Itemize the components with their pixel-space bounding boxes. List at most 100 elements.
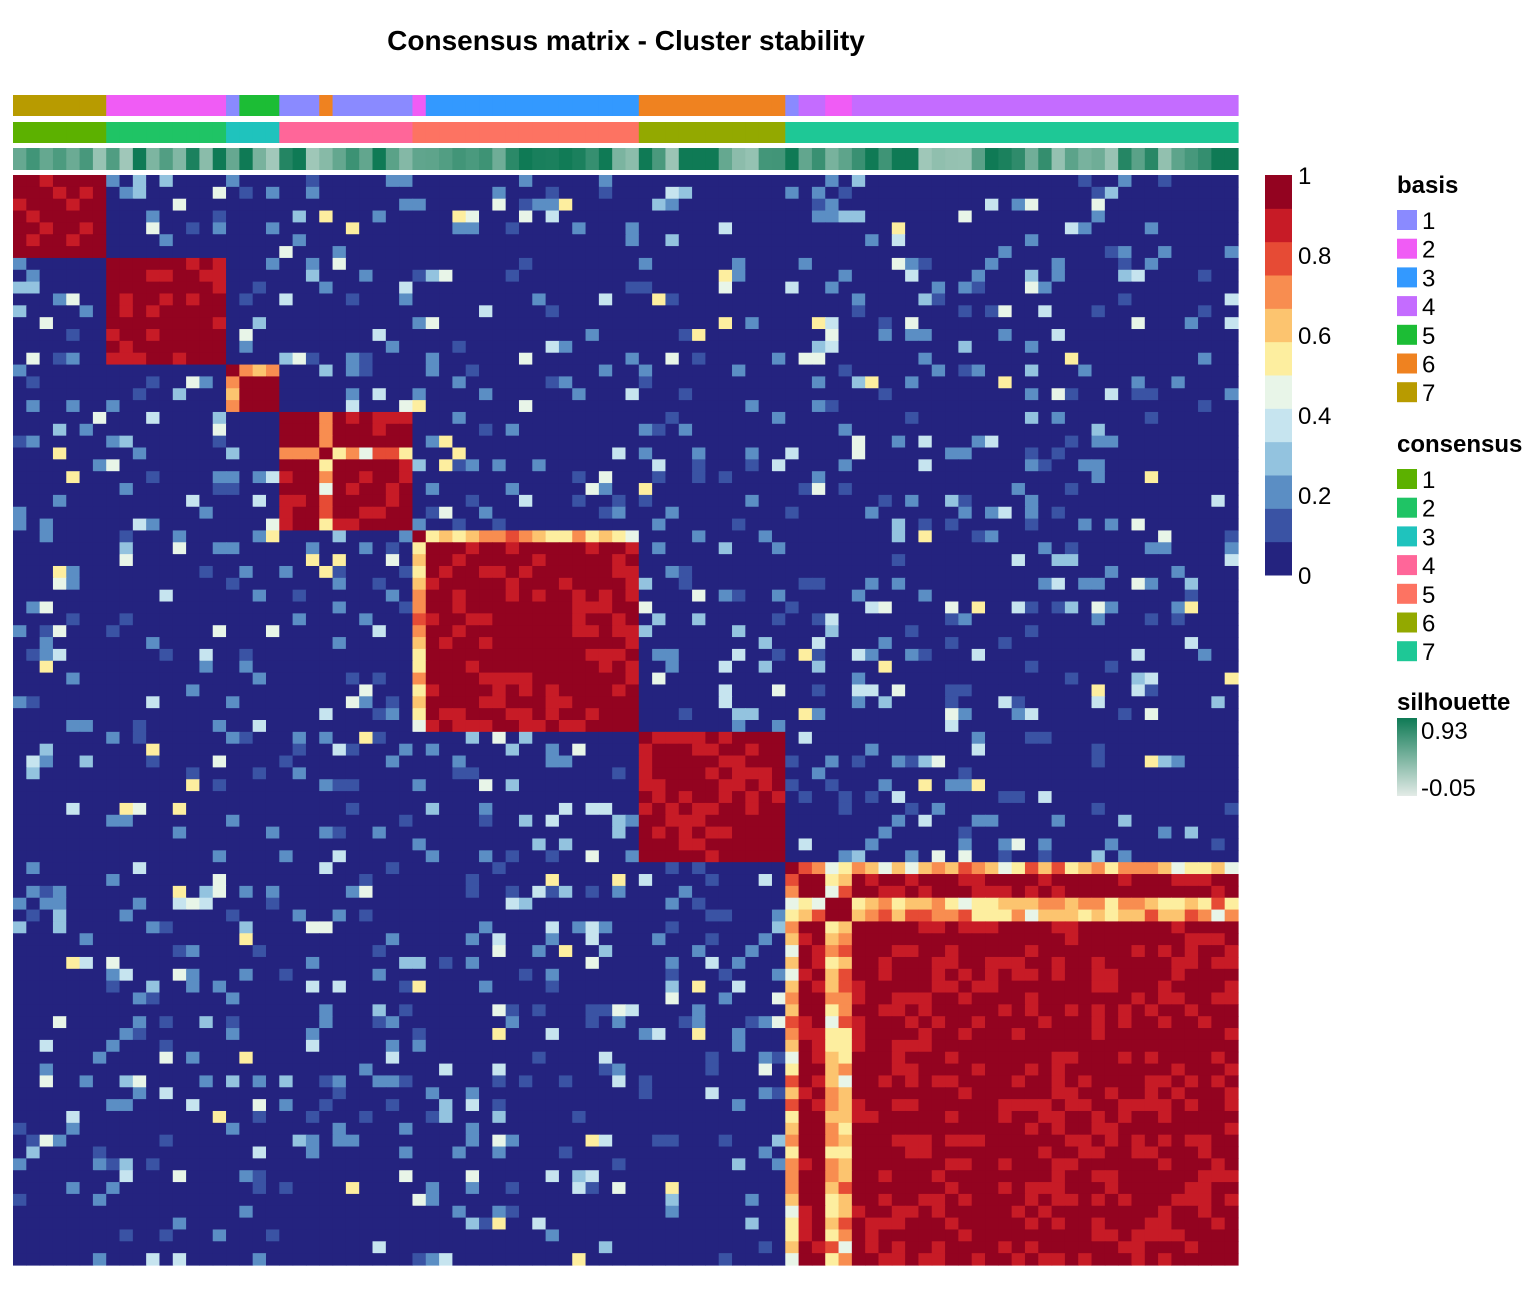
heatmap-cell [479, 625, 493, 638]
heatmap-cell [1158, 720, 1173, 733]
silhouette-annotation-cell [26, 148, 41, 170]
heatmap-cell [372, 269, 387, 283]
heatmap-cell [52, 577, 67, 591]
consensus-annotation-cell [39, 122, 54, 143]
heatmap-cell [1091, 293, 1106, 306]
heatmap-cell [758, 459, 773, 472]
heatmap-cell [39, 684, 54, 697]
heatmap-cell [425, 198, 440, 212]
heatmap-cell [718, 317, 733, 330]
heatmap-cell [545, 329, 560, 342]
heatmap-cell [479, 447, 493, 460]
heatmap-cell [905, 696, 920, 709]
heatmap-cell [66, 222, 81, 235]
heatmap-cell [1064, 352, 1079, 366]
heatmap-cell [66, 471, 81, 484]
heatmap-cell [239, 660, 254, 674]
heatmap-cell [692, 577, 706, 591]
heatmap-cell [705, 601, 720, 614]
heatmap-cell [159, 411, 174, 425]
heatmap-cell [891, 625, 906, 638]
heatmap-cell [532, 293, 547, 306]
heatmap-cell [265, 755, 280, 768]
heatmap-cell [412, 530, 427, 543]
heatmap-cell [425, 708, 440, 721]
heatmap-cell [518, 186, 533, 200]
heatmap-cell [1211, 175, 1226, 188]
heatmap-cell [865, 447, 880, 460]
heatmap-cell [186, 625, 201, 638]
heatmap-cell [332, 755, 347, 768]
heatmap-cell [132, 565, 147, 579]
silhouette-annotation-cell [1224, 148, 1239, 170]
heatmap-cell [865, 542, 880, 555]
basis-annotation-cell [319, 95, 334, 116]
heatmap-cell [785, 317, 800, 330]
heatmap-cell [159, 447, 174, 460]
heatmap-cell [385, 637, 400, 650]
heatmap-cell [585, 281, 600, 295]
heatmap-cell [1131, 696, 1146, 709]
heatmap-cell [652, 340, 667, 354]
heatmap-cell [1011, 352, 1026, 366]
consensus-annotation-cell [758, 122, 773, 143]
heatmap-cell [1144, 494, 1159, 508]
heatmap-cell [119, 530, 134, 543]
heatmap-cell [652, 175, 667, 188]
heatmap-cell [1131, 613, 1146, 626]
heatmap-cell [1198, 447, 1212, 460]
heatmap-cell [545, 506, 560, 520]
heatmap-cell [998, 542, 1013, 555]
heatmap-cell [572, 447, 587, 460]
heatmap-cell [572, 471, 587, 484]
heatmap-cell [638, 483, 653, 496]
heatmap-cell [39, 530, 54, 543]
heatmap-cell [1104, 506, 1119, 520]
heatmap-cell [838, 554, 853, 567]
heatmap-cell [452, 459, 467, 472]
heatmap-cell [985, 281, 999, 295]
heatmap-cell [26, 246, 41, 259]
heatmap-cell [638, 459, 653, 472]
heatmap-cell [985, 435, 999, 449]
heatmap-cell [372, 743, 387, 757]
heatmap-cell [905, 186, 920, 200]
heatmap-cell [13, 755, 27, 768]
heatmap-cell [465, 471, 480, 484]
heatmap-cell [945, 696, 959, 709]
heatmap-cell [1184, 565, 1199, 579]
heatmap-cell [132, 648, 147, 662]
heatmap-cell [146, 696, 161, 709]
heatmap-cell [971, 708, 986, 721]
heatmap-cell [505, 577, 520, 591]
heatmap-cell [958, 198, 973, 212]
silhouette-annotation-cell [585, 148, 600, 170]
heatmap-cell [359, 246, 374, 259]
heatmap-cell [239, 376, 254, 389]
heatmap-cell [798, 447, 813, 460]
heatmap-cell [345, 731, 360, 745]
heatmap-cell [439, 364, 454, 378]
heatmap-cell [13, 565, 27, 579]
silhouette-annotation-cell [412, 148, 427, 170]
heatmap-cell [532, 447, 547, 460]
heatmap-cell [1144, 471, 1159, 484]
heatmap-cell [572, 708, 587, 721]
heatmap-cell [1158, 755, 1173, 768]
heatmap-cell [625, 340, 640, 354]
basis-annotation-cell [905, 95, 920, 116]
heatmap-cell [838, 317, 853, 330]
heatmap-cell [412, 672, 427, 686]
heatmap-cell [66, 743, 81, 757]
heatmap-cell [585, 554, 600, 567]
heatmap-cell [598, 530, 613, 543]
heatmap-cell [212, 625, 227, 638]
heatmap-cell [492, 376, 507, 389]
heatmap-cell [785, 565, 800, 579]
heatmap-cell [13, 660, 27, 674]
heatmap-cell [891, 637, 906, 650]
heatmap-cell [1224, 269, 1239, 283]
heatmap-cell [226, 269, 240, 283]
heatmap-cell [279, 340, 294, 354]
heatmap-cell [598, 246, 613, 259]
